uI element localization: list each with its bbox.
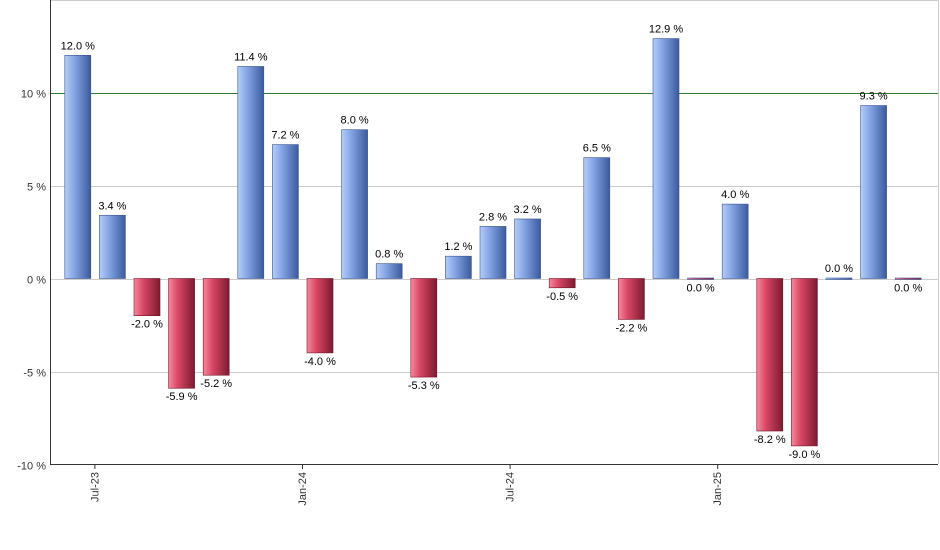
bar-23: [825, 277, 853, 280]
bar-21: [756, 278, 784, 432]
bar-16: [583, 157, 611, 279]
data-label-3: -2.0 %: [131, 319, 163, 331]
data-label-11: -5.3 %: [408, 380, 440, 392]
gridlines: [50, 0, 938, 373]
data-label-12: 1.2 %: [444, 241, 472, 253]
bar-11: [410, 278, 438, 378]
y-tick-label: 5 %: [27, 182, 46, 194]
bar-5: [202, 278, 230, 376]
bar-7: [272, 144, 299, 279]
data-label-13: 2.8 %: [479, 211, 507, 223]
bar-1: [64, 54, 92, 279]
bar-15: [548, 278, 576, 289]
bar-8: [306, 278, 334, 354]
data-label-19: 0.0 %: [687, 283, 715, 295]
data-label-21: -8.2 %: [754, 434, 786, 446]
y-tick-label: 0 %: [27, 275, 46, 287]
data-labels: 12.0 % 3.4 % -2.0 % -5.9 %-5.2 % 11.4 % 7.2 %…: [61, 24, 923, 461]
data-label-2: 3.4 %: [98, 200, 126, 212]
bar-22: [791, 278, 818, 447]
data-label-23: 0.0 %: [825, 263, 853, 275]
data-label-4: -5.9 %: [166, 391, 198, 403]
x-tick-label: Jan-24: [297, 472, 309, 506]
data-label-16: 6.5 %: [583, 143, 611, 155]
x-tick-label: Jul-24: [505, 472, 517, 502]
bar-6: [237, 66, 265, 279]
data-label-5: -5.2 %: [200, 378, 232, 390]
axes: -10 % -5 % 0 % 5 % 10 % Jul-23 Jan-24 Jul-24 Jan…: [17, 0, 939, 506]
data-label-17: -2.2 %: [616, 322, 648, 334]
bar-3: [133, 278, 161, 317]
data-label-15: -0.5 %: [546, 291, 578, 303]
y-tick-label: 10 %: [21, 89, 46, 101]
bar-19: [687, 277, 714, 280]
y-tick-label: -5 %: [23, 368, 46, 380]
data-label-14: 3.2 %: [514, 204, 542, 216]
bar-10: [375, 263, 403, 279]
bar-4: [168, 278, 195, 389]
bars: [64, 38, 922, 447]
bar-18: [652, 38, 680, 279]
data-label-22: -9.0 %: [789, 449, 821, 461]
data-label-7: 7.2 %: [271, 130, 299, 142]
bar-9: [341, 129, 368, 279]
bar-25: [894, 277, 922, 280]
data-label-25: 0.0 %: [894, 283, 922, 295]
bar-20: [721, 203, 749, 279]
data-label-18: 12.9 %: [649, 24, 683, 36]
x-tick-label: Jul-23: [89, 472, 101, 502]
bar-17: [618, 278, 645, 320]
data-label-20: 4.0 %: [721, 189, 749, 201]
data-label-8: -4.0 %: [304, 356, 336, 368]
bar-2: [99, 214, 126, 279]
data-label-9: 8.0 %: [341, 115, 369, 127]
data-label-1: 12.0 %: [61, 40, 95, 52]
bar-24: [860, 105, 887, 279]
bar-13: [479, 226, 507, 279]
y-tick-label: -10 %: [17, 461, 46, 473]
data-label-10: 0.8 %: [375, 249, 403, 261]
bar-12: [445, 255, 472, 279]
data-label-6: 11.4 %: [234, 51, 268, 63]
data-label-24: 9.3 %: [860, 91, 888, 103]
x-tick-label: Jan-25: [712, 472, 724, 506]
bar-14: [514, 218, 541, 279]
